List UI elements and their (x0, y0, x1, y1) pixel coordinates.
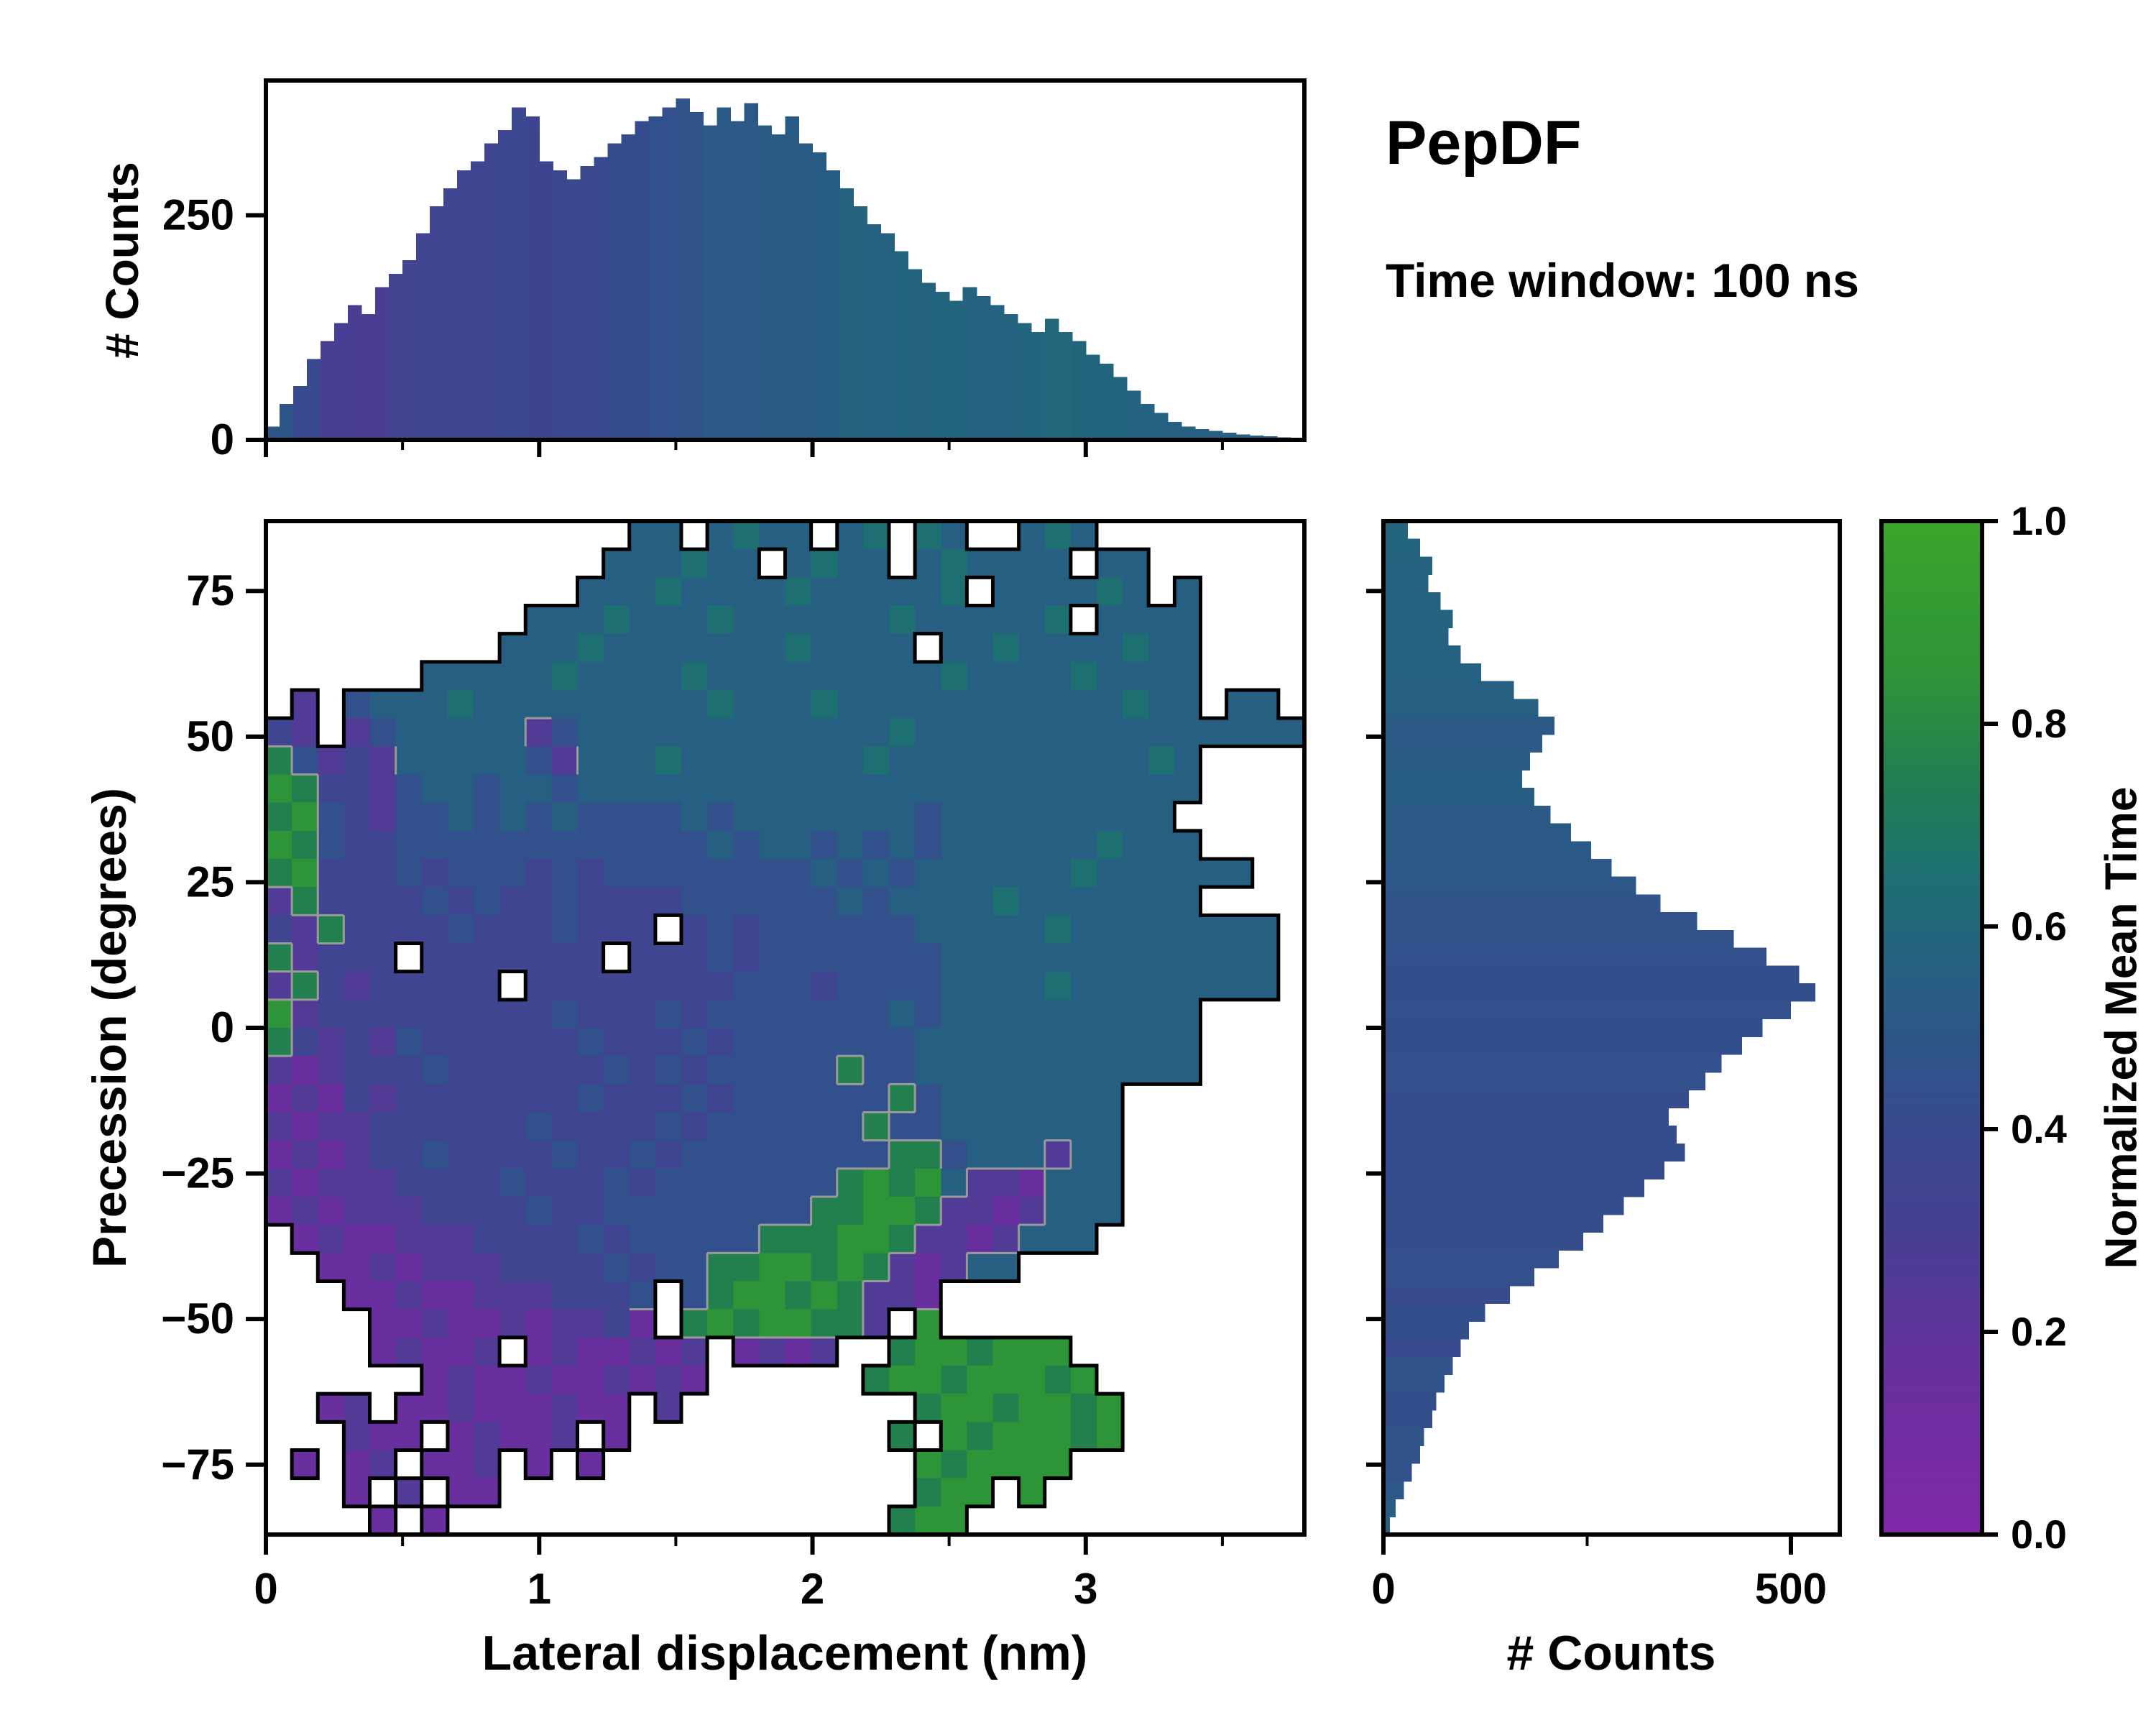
svg-text:0.0: 0.0 (2011, 1512, 2067, 1557)
svg-text:75: 75 (186, 566, 234, 615)
figure-title: PepDF (1386, 109, 1582, 178)
svg-text:1.0: 1.0 (2011, 498, 2067, 543)
svg-text:500: 500 (1755, 1565, 1827, 1613)
svg-text:1: 1 (528, 1565, 551, 1613)
svg-text:0.2: 0.2 (2011, 1309, 2067, 1354)
svg-text:0.4: 0.4 (2011, 1106, 2067, 1151)
svg-text:0: 0 (211, 1003, 234, 1052)
main-ylabel: Precession (degrees) (83, 788, 136, 1268)
svg-text:250: 250 (162, 191, 234, 239)
heatmap (266, 521, 1305, 1535)
top-histogram (266, 98, 1305, 440)
svg-text:2: 2 (801, 1565, 824, 1613)
svg-text:0: 0 (254, 1565, 277, 1613)
top-hist-ylabel: # Counts (96, 162, 148, 359)
svg-text:0.6: 0.6 (2011, 903, 2067, 949)
right-hist-xlabel: # Counts (1506, 1626, 1716, 1680)
svg-text:50: 50 (186, 712, 234, 760)
svg-text:3: 3 (1074, 1565, 1097, 1613)
right-histogram (1383, 521, 1815, 1535)
svg-text:0.8: 0.8 (2011, 701, 2067, 746)
svg-text:−50: −50 (161, 1294, 234, 1343)
svg-text:0: 0 (1371, 1565, 1395, 1613)
time-window-label: Time window: 100 ns (1386, 254, 1859, 307)
svg-text:0: 0 (211, 415, 234, 464)
inner-contour-lines (266, 717, 1072, 1339)
colorbar-label: Normalized Mean Time (2096, 786, 2147, 1269)
svg-text:−25: −25 (161, 1149, 234, 1197)
svg-text:−75: −75 (161, 1440, 234, 1489)
colorbar: 0.0 0.2 0.4 0.6 0.8 1.0 (1879, 498, 2067, 1557)
svg-text:25: 25 (186, 857, 234, 906)
main-xlabel: Lateral displacement (nm) (482, 1626, 1088, 1680)
